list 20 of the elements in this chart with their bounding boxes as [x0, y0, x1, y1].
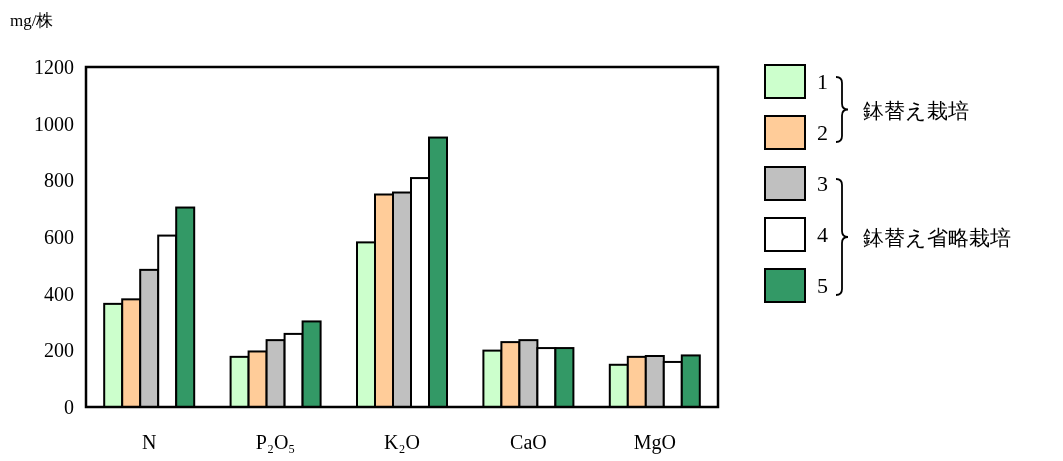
y-tick-label: 0	[64, 396, 74, 418]
y-tick-label: 200	[44, 339, 74, 362]
x-tick-label: P₂O₅	[255, 431, 296, 453]
y-tick-label: 400	[44, 282, 74, 305]
legend-label: 1	[817, 69, 828, 94]
text: 鉢替え栽培	[863, 98, 969, 123]
legend-label: 4	[817, 222, 828, 247]
legend-label: 5	[817, 273, 828, 298]
x-tick-label: MgO	[633, 431, 676, 454]
x-tick-label: CaO	[510, 431, 547, 453]
legend-label: 2	[817, 120, 828, 145]
y-tick-label: 600	[44, 226, 74, 248]
x-tick-label: K₂O	[384, 431, 420, 453]
legend-label: 3	[817, 171, 828, 196]
text: 鉢替え省略栽培	[863, 226, 1011, 250]
y-tick-label: 1200	[34, 56, 74, 78]
y-tick-label: 1000	[34, 112, 74, 135]
y-axis-title: mg/株	[10, 11, 54, 30]
x-tick-label: N	[141, 431, 157, 453]
y-tick-label: 800	[44, 169, 74, 192]
